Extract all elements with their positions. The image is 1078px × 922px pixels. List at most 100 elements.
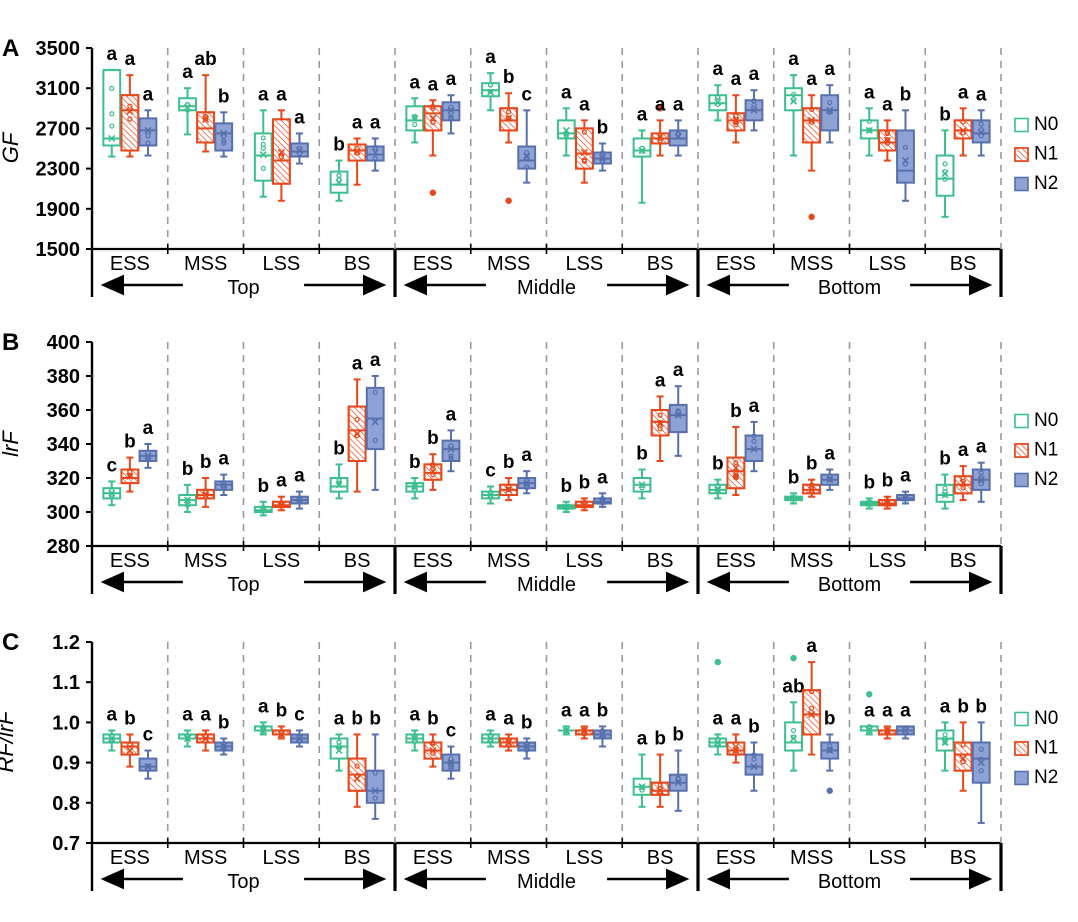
svg-text:b: b [957,696,969,717]
svg-text:a: a [806,636,817,657]
svg-text:b: b [939,449,951,470]
svg-text:ESS: ESS [716,253,756,275]
svg-text:ESS: ESS [110,253,150,275]
svg-text:a: a [409,704,420,725]
svg-text:Middle: Middle [517,574,576,596]
svg-text:Bottom: Bottom [818,871,881,893]
svg-text:MSS: MSS [487,253,530,275]
svg-text:0.8: 0.8 [52,793,80,815]
svg-text:a: a [882,700,893,721]
svg-text:a: a [218,449,229,470]
svg-text:b: b [257,476,269,497]
svg-text:ab: ab [195,49,217,70]
svg-text:a: a [446,69,457,90]
svg-text:a: a [958,82,969,103]
svg-text:Top: Top [227,277,259,299]
svg-text:MSS: MSS [790,253,833,275]
svg-text:b: b [579,472,591,493]
svg-text:b: b [597,700,609,721]
svg-text:1900: 1900 [36,199,81,221]
svg-text:lrF: lrF [0,430,23,457]
svg-text:a: a [655,370,666,391]
svg-text:a: a [673,94,684,115]
svg-text:MSS: MSS [487,550,530,572]
svg-text:ESS: ESS [110,847,150,869]
svg-text:LSS: LSS [565,847,603,869]
svg-text:LSS: LSS [868,550,906,572]
svg-text:a: a [824,59,835,80]
svg-text:N1: N1 [1034,440,1058,461]
svg-text:b: b [939,104,951,125]
svg-text:a: a [428,74,439,95]
svg-text:A: A [2,35,19,62]
svg-text:Bottom: Bottom [818,574,881,596]
svg-text:b: b [124,432,136,453]
svg-text:LSS: LSS [262,847,300,869]
svg-text:b: b [597,117,609,138]
svg-text:ESS: ESS [110,550,150,572]
svg-text:2700: 2700 [36,118,81,140]
svg-text:a: a [276,84,287,105]
svg-text:MSS: MSS [487,847,530,869]
svg-text:LSS: LSS [565,253,603,275]
svg-text:BS: BS [950,253,977,275]
svg-text:LSS: LSS [868,253,906,275]
svg-text:b: b [503,67,515,88]
svg-text:ESS: ESS [716,550,756,572]
svg-text:280: 280 [47,536,80,558]
svg-text:b: b [333,135,345,156]
svg-text:b: b [521,712,533,733]
svg-text:a: a [352,112,363,133]
svg-text:a: a [637,104,648,125]
svg-text:b: b [427,428,439,449]
svg-text:b: b [806,454,818,475]
svg-text:a: a [561,82,572,103]
svg-text:b: b [427,708,439,729]
svg-text:3100: 3100 [36,78,81,100]
svg-text:c: c [446,721,457,742]
svg-text:b: b [788,467,800,488]
svg-text:a: a [749,64,760,85]
svg-text:b: b [124,708,136,729]
svg-text:b: b [748,717,760,738]
svg-text:380: 380 [47,366,80,388]
svg-text:a: a [143,418,154,439]
svg-text:a: a [749,396,760,417]
svg-text:BS: BS [344,550,371,572]
svg-text:a: a [334,708,345,729]
svg-text:a: a [597,467,608,488]
svg-text:BS: BS [647,550,674,572]
svg-text:c: c [143,725,154,746]
svg-text:a: a [712,708,723,729]
svg-text:a: a [940,696,951,717]
svg-text:BS: BS [344,253,371,275]
svg-text:B: B [2,329,19,356]
svg-text:b: b [503,452,515,473]
svg-text:340: 340 [47,434,80,456]
svg-text:a: a [294,107,305,128]
svg-text:a: a [106,44,117,65]
svg-text:a: a [806,69,817,90]
svg-text:N2: N2 [1034,469,1058,490]
svg-text:LSS: LSS [565,550,603,572]
svg-text:MSS: MSS [184,253,227,275]
svg-text:b: b [218,86,230,107]
svg-text:400: 400 [47,332,80,354]
svg-text:c: c [521,84,532,105]
svg-text:a: a [294,466,305,487]
svg-text:N0: N0 [1034,114,1058,135]
svg-text:C: C [2,629,19,656]
svg-text:a: a [485,47,496,68]
svg-text:a: a [579,700,590,721]
svg-text:GF: GF [0,131,23,163]
svg-text:1.2: 1.2 [52,632,80,654]
svg-text:Top: Top [227,574,259,596]
svg-text:1500: 1500 [36,239,81,261]
svg-text:b: b [369,708,381,729]
svg-text:a: a [900,466,911,487]
svg-text:Top: Top [227,871,259,893]
svg-text:0.9: 0.9 [52,753,80,775]
svg-text:N2: N2 [1034,767,1058,788]
svg-text:a: a [258,696,269,717]
svg-text:b: b [182,459,194,480]
